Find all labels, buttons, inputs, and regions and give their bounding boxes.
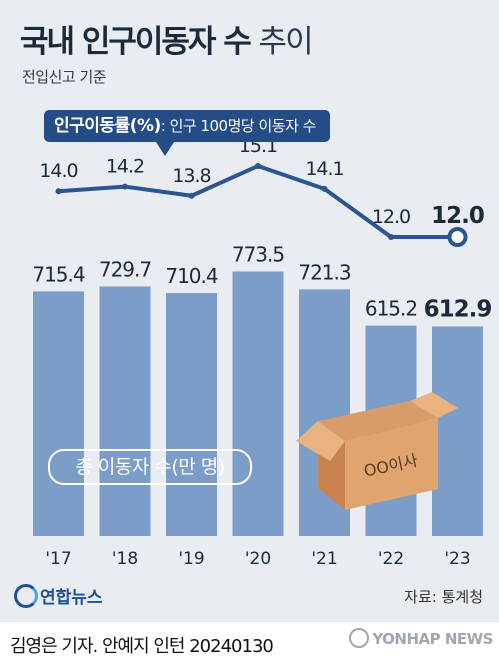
watermark: YONHAP NEWS xyxy=(349,628,493,648)
line-point xyxy=(321,185,328,192)
page-title: 국내 인구이동자 수 추이 xyxy=(20,16,314,61)
title-bold: 국내 인구이동자 수 xyxy=(20,24,252,60)
line-value-label: 14.1 xyxy=(305,158,343,180)
box-flap-right xyxy=(410,392,458,418)
box-flap-left xyxy=(296,421,345,461)
bar xyxy=(33,291,84,536)
bar xyxy=(232,271,284,536)
bar-value-label: 710.4 xyxy=(165,264,218,288)
footer-bar xyxy=(0,622,499,669)
line-value-label: 13.8 xyxy=(172,165,210,187)
x-tick-label: '19 xyxy=(178,549,204,569)
title-light: 추이 xyxy=(258,24,314,60)
line-value-label: 12.0 xyxy=(372,206,410,228)
byline-date: 20240130 xyxy=(189,636,274,657)
bar xyxy=(166,293,217,536)
line-value-label: 12.0 xyxy=(431,203,484,229)
source-note: 자료: 통계청 xyxy=(404,588,483,606)
line-point xyxy=(188,192,195,199)
line-value-label: 14.0 xyxy=(39,160,77,182)
bar xyxy=(99,286,151,536)
x-tick-label: '18 xyxy=(112,549,138,569)
watermark-icon xyxy=(349,628,370,648)
x-tick-label: '22 xyxy=(378,549,404,569)
line-point xyxy=(447,227,468,247)
yonhap-logo-icon xyxy=(14,584,38,608)
line-value-label: 14.2 xyxy=(106,156,144,178)
subtitle: 전입신고 기준 xyxy=(22,68,107,86)
bar-value-label: 773.5 xyxy=(232,242,284,266)
bar-value-label: 721.3 xyxy=(298,260,351,284)
bar-value-label: 729.7 xyxy=(99,257,152,281)
box-front xyxy=(345,418,438,510)
line-point xyxy=(122,183,128,190)
x-tick-label: '23 xyxy=(444,549,470,569)
line-point xyxy=(55,188,62,195)
rate-callout-label: 인구이동률(%) xyxy=(54,116,161,136)
box-top xyxy=(318,401,438,441)
x-tick-label: '21 xyxy=(311,549,337,569)
agency-logo: 연합뉴스 xyxy=(14,583,103,608)
x-tick-label: '17 xyxy=(45,549,71,569)
bar-value-label: 715.4 xyxy=(32,262,85,286)
bar-value-label: 612.9 xyxy=(424,296,492,322)
agency-name: 연합뉴스 xyxy=(40,588,103,608)
x-tick-label: '20 xyxy=(245,549,271,569)
byline-authors: 김영은 기자. 안예지 인턴 xyxy=(10,636,185,657)
bar-series-label: 총 이동자 수(만 명) xyxy=(48,449,252,485)
rate-callout-description: : 인구 100명당 이동자 수 xyxy=(160,117,317,135)
line-point xyxy=(255,163,261,169)
bar xyxy=(432,326,483,536)
byline: 김영은 기자. 안예지 인턴 20240130 xyxy=(10,632,274,658)
bar-value-label: 615.2 xyxy=(365,297,417,321)
watermark-text: YONHAP NEWS xyxy=(372,630,493,648)
line-point xyxy=(388,234,394,240)
rate-callout: 인구이동률(%): 인구 100명당 이동자 수 xyxy=(44,110,330,156)
